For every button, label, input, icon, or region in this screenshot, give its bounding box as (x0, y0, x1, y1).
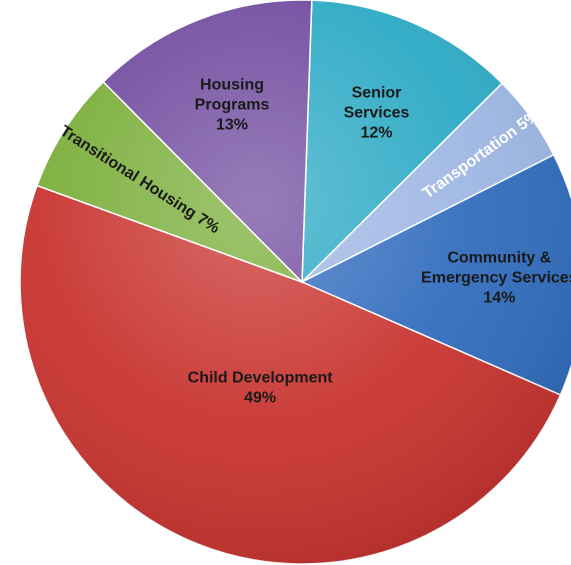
slice-label: Community & Emergency Services 14% (421, 249, 571, 306)
slice-label: Housing Programs 13% (195, 76, 270, 133)
slice-label: Senior Services 12% (344, 84, 410, 141)
slice-label: Child Development 49% (188, 370, 334, 407)
